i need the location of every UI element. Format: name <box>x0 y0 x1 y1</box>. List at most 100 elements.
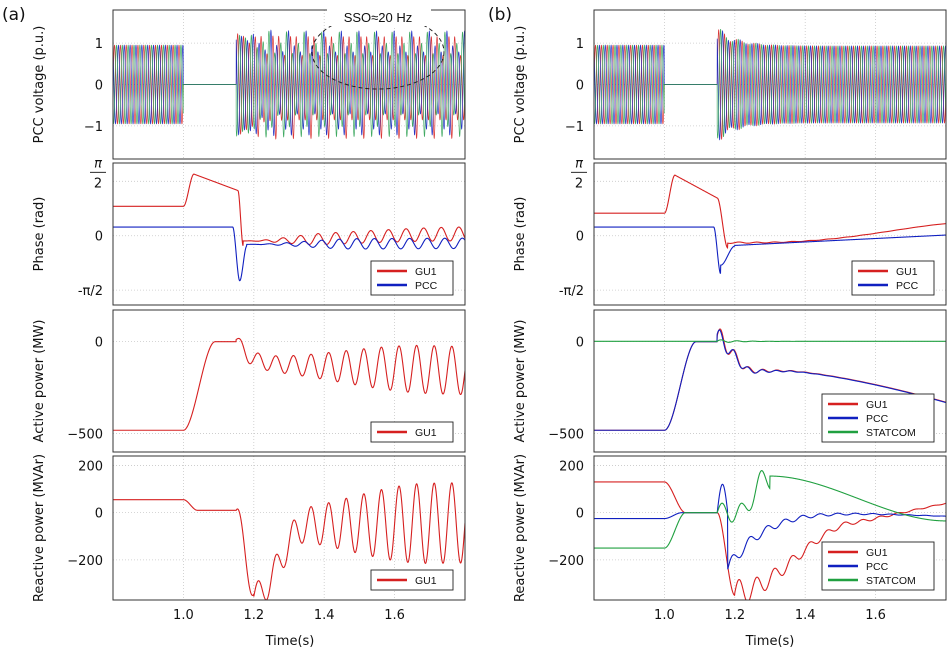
y-tick-label: 0 <box>576 79 584 94</box>
legend-label-statcom: STATCOM <box>866 575 916 587</box>
plot-frame <box>112 309 466 453</box>
y-tick-label: 0 <box>95 79 103 94</box>
legend: GU1 <box>370 421 454 443</box>
legend: GU1 PCC STATCOM <box>821 541 935 591</box>
y-axis-label: Reactive power (MVAr) <box>32 454 47 602</box>
series-gu1-line <box>594 174 946 249</box>
x-tick-label: 1.2 <box>724 608 745 623</box>
voltage-phase-2-line <box>113 29 465 137</box>
y-tick-label: 0 <box>95 230 103 245</box>
series-pcc-line <box>113 226 465 282</box>
y-tick-label: −500 <box>67 428 103 443</box>
voltage-phase-2-line <box>594 30 946 141</box>
voltage-phase-1-line <box>594 29 946 140</box>
plot-frame <box>593 455 947 601</box>
plot-frame <box>593 162 947 306</box>
legend-label-gu1: GU1 <box>896 266 918 278</box>
y-axis-label: Reactive power (MVAr) <box>513 454 528 602</box>
y-tick-label: −500 <box>548 428 584 443</box>
y-tick-label: -π/2 <box>78 284 103 299</box>
y-tick-label: 0 <box>576 507 584 522</box>
panel-label-b: (b) <box>488 5 512 25</box>
y-axis-label: Phase (rad) <box>32 197 47 272</box>
chart-a-reactive: 200 0 −200 Reactive power (MVAr) 1.0 1.2 1.4 1.… <box>32 454 466 623</box>
series-gu1-line <box>113 482 465 600</box>
y-tick-label-pi-over-2: π2 <box>90 156 106 191</box>
y-tick-label: 200 <box>78 459 103 474</box>
voltage-phase-1-line <box>113 33 465 140</box>
legend: GU1 PCC <box>370 260 454 296</box>
legend-label-gu1: GU1 <box>415 575 437 587</box>
panel-label-a: (a) <box>2 5 26 25</box>
y-tick-label: 0 <box>576 335 584 350</box>
y-tick-label: -π/2 <box>559 284 584 299</box>
y-tick-label: 1 <box>95 37 103 52</box>
series-pcc-line <box>594 226 946 274</box>
x-tick-label: 1.0 <box>173 608 194 623</box>
legend-label-gu1: GU1 <box>415 427 437 439</box>
x-tick-label: 1.0 <box>654 608 675 623</box>
voltage-phase-3-line <box>113 30 465 138</box>
series-statcom-line <box>594 470 946 549</box>
legend-label-pcc: PCC <box>896 280 919 292</box>
x-axis-label-b: Time(s) <box>745 634 795 649</box>
y-axis-label: PCC voltage (p.u.) <box>32 26 47 144</box>
plot-frame <box>593 309 947 453</box>
x-tick-label: 1.6 <box>384 608 405 623</box>
series-statcom-line <box>594 339 946 343</box>
y-tick-label: −200 <box>67 554 103 569</box>
y-tick-label: 0 <box>95 507 103 522</box>
legend-label-statcom: STATCOM <box>866 427 916 439</box>
y-tick-label: −1 <box>84 120 103 135</box>
series-pcc-line <box>594 329 946 431</box>
series-pcc-line <box>594 483 946 570</box>
legend: GU1 PCC STATCOM <box>821 393 935 443</box>
chart-a-voltage: 1 0 −1 PCC voltage (p.u.) SSO≈20 Hz <box>32 8 466 160</box>
y-axis-label: Active power (MW) <box>32 320 47 443</box>
legend-label-pcc: PCC <box>415 280 438 292</box>
x-axis-label-a: Time(s) <box>265 634 315 649</box>
legend-label-gu1: GU1 <box>866 399 888 411</box>
legend: GU1 PCC <box>851 260 935 296</box>
plot-frame <box>593 9 947 160</box>
chart-b-reactive: 200 0 −200 Reactive power (MVAr) 1.0 1.2 1.4 1.… <box>513 454 947 623</box>
y-tick-label-pi-over-2: π2 <box>571 156 587 191</box>
legend-label-pcc: PCC <box>866 561 889 573</box>
y-tick-label: −200 <box>548 554 584 569</box>
plot-frame <box>112 455 466 601</box>
y-axis-label: Active power (MW) <box>513 320 528 443</box>
y-tick-label: 0 <box>576 230 584 245</box>
plot-frame <box>112 9 466 160</box>
series-gu1-line <box>113 337 465 431</box>
y-tick-label: 0 <box>95 335 103 350</box>
y-tick-label: 2 <box>94 176 102 191</box>
x-tick-label: 1.6 <box>865 608 886 623</box>
legend-label-gu1: GU1 <box>866 547 888 559</box>
y-tick-label: −1 <box>565 120 584 135</box>
legend-label-gu1: GU1 <box>415 266 437 278</box>
x-tick-label: 1.2 <box>243 608 264 623</box>
legend: GU1 <box>370 569 454 591</box>
y-tick-label: 200 <box>559 459 584 474</box>
voltage-phase-3-line <box>594 28 946 139</box>
chart-a-active: 0 −500 Active power (MW) GU1 <box>32 309 466 453</box>
y-axis-label: Phase (rad) <box>513 197 528 272</box>
sso-label-background <box>327 8 431 26</box>
chart-b-active: 0 −500 Active power (MW) GU1 PCC STATCOM <box>513 309 947 453</box>
legend-label-pcc: PCC <box>866 413 889 425</box>
series-gu1-line <box>594 481 946 600</box>
x-tick-label: 1.4 <box>795 608 816 623</box>
sso-label: SSO≈20 Hz <box>344 10 413 25</box>
y-tick-label: 2 <box>575 176 583 191</box>
chart-b-voltage: 1 0 −1 PCC voltage (p.u.) <box>513 9 947 160</box>
plot-frame <box>112 162 466 306</box>
x-tick-label: 1.4 <box>314 608 335 623</box>
y-axis-label: PCC voltage (p.u.) <box>513 26 528 144</box>
svg-text:π: π <box>575 156 583 171</box>
svg-text:π: π <box>94 156 102 171</box>
series-gu1-line <box>113 173 465 246</box>
sso-annotation: SSO≈20 Hz <box>311 8 445 90</box>
